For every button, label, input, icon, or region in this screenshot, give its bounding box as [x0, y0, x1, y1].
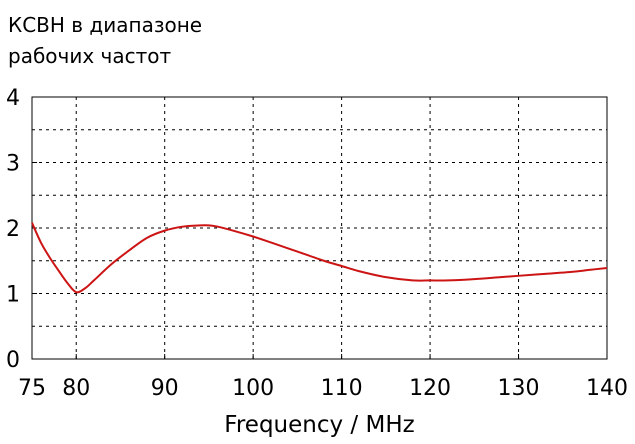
chart-title-line-2: рабочих частот — [8, 44, 172, 68]
x-axis-title: Frequency / MHz — [224, 412, 414, 438]
y-tick-label: 0 — [6, 348, 20, 373]
x-tick-label: 110 — [321, 376, 363, 401]
x-tick-label: 120 — [409, 376, 451, 401]
x-tick-label: 75 — [18, 376, 46, 401]
x-tick-label: 90 — [151, 376, 179, 401]
chart-title: КСВН в диапазоне рабочих частот — [8, 10, 202, 72]
y-tick-label: 3 — [6, 152, 20, 177]
tick-marks — [31, 96, 608, 360]
series-line-0 — [31, 222, 608, 294]
grid-lines — [32, 97, 607, 359]
series-layer — [31, 222, 608, 294]
x-tick-label: 80 — [62, 376, 90, 401]
y-tick-label: 2 — [6, 217, 20, 242]
x-tick-label: 140 — [586, 376, 628, 401]
x-tick-label: 100 — [232, 376, 274, 401]
y-tick-labels: 0 1 2 3 4 — [6, 86, 20, 373]
y-tick-label: 4 — [6, 86, 20, 111]
x-tick-label: 130 — [498, 376, 540, 401]
x-tick-labels: 75 80 90 100 110 120 130 140 — [18, 376, 628, 401]
chart-title-line-1: КСВН в диапазоне — [8, 13, 203, 37]
y-tick-label: 1 — [6, 283, 20, 308]
